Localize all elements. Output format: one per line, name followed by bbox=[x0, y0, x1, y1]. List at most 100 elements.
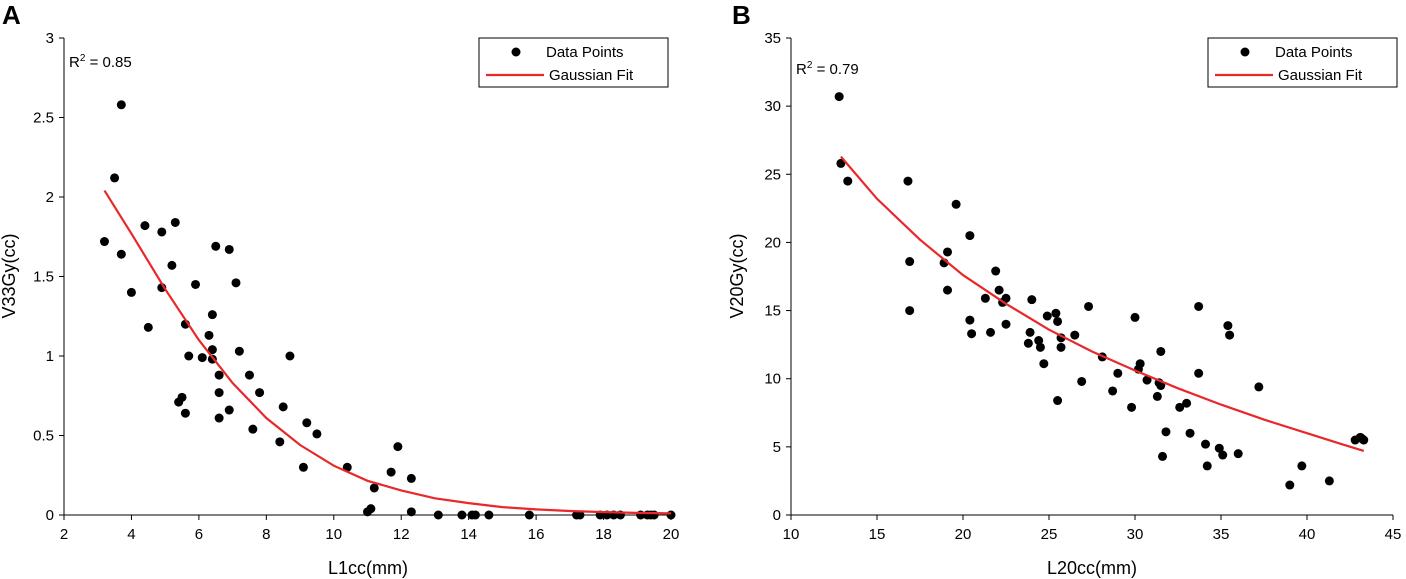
data-point bbox=[1035, 342, 1045, 352]
data-point bbox=[1158, 451, 1168, 461]
data-point bbox=[1001, 293, 1011, 303]
data-point bbox=[967, 329, 977, 339]
y-tick-label: 20 bbox=[764, 234, 781, 251]
y-tick-label: 3 bbox=[46, 30, 54, 47]
x-tick-label: 18 bbox=[595, 526, 612, 543]
x-tick-label: 6 bbox=[195, 526, 203, 543]
panel-a-label: A bbox=[2, 0, 21, 30]
panel-a-legend-point-marker bbox=[511, 47, 521, 57]
data-point bbox=[1077, 376, 1087, 386]
panel-a-axes bbox=[63, 38, 672, 516]
y-tick-label: 30 bbox=[764, 98, 781, 115]
x-tick-label: 8 bbox=[262, 526, 270, 543]
data-point bbox=[1053, 396, 1063, 406]
data-point bbox=[986, 327, 996, 337]
data-point bbox=[244, 370, 254, 380]
data-point bbox=[905, 306, 915, 316]
y-tick-label: 0 bbox=[46, 507, 54, 524]
data-point bbox=[484, 510, 494, 520]
data-point bbox=[965, 231, 975, 241]
data-point bbox=[116, 100, 126, 110]
data-point bbox=[1359, 435, 1369, 445]
data-point bbox=[99, 237, 109, 247]
panel-b-axes bbox=[790, 38, 1393, 516]
panel-a-r-squared: R2 = 0.85 bbox=[69, 53, 132, 71]
data-point bbox=[1156, 346, 1166, 356]
x-tick-label: 25 bbox=[1041, 526, 1058, 543]
data-point bbox=[255, 388, 265, 398]
panel-b-label: B bbox=[732, 0, 751, 30]
data-point bbox=[211, 241, 221, 251]
data-point bbox=[1001, 319, 1011, 329]
data-point bbox=[980, 293, 990, 303]
data-point bbox=[1297, 461, 1307, 471]
y-tick-label: 0.5 bbox=[33, 428, 54, 445]
x-tick-label: 16 bbox=[528, 526, 545, 543]
data-point bbox=[951, 199, 961, 209]
data-point bbox=[302, 418, 312, 428]
x-tick-label: 45 bbox=[1385, 526, 1402, 543]
data-point bbox=[214, 370, 224, 380]
data-point bbox=[167, 260, 177, 270]
y-tick-label: 2.5 bbox=[33, 110, 54, 127]
data-point bbox=[836, 158, 846, 168]
x-tick-label: 14 bbox=[460, 526, 477, 543]
data-point bbox=[278, 402, 288, 412]
data-point bbox=[1201, 439, 1211, 449]
data-point bbox=[312, 429, 322, 439]
data-point bbox=[116, 249, 126, 259]
data-point bbox=[231, 278, 241, 288]
panel-a-legend-box bbox=[478, 37, 669, 88]
data-point bbox=[224, 405, 234, 415]
x-tick-label: 40 bbox=[1299, 526, 1316, 543]
data-point bbox=[457, 510, 467, 520]
data-point bbox=[386, 467, 396, 477]
data-point bbox=[1127, 402, 1137, 412]
data-point bbox=[1185, 428, 1195, 438]
data-point bbox=[834, 92, 844, 102]
data-point bbox=[1025, 327, 1035, 337]
data-point bbox=[991, 266, 1001, 276]
data-point bbox=[1108, 386, 1118, 396]
x-tick-label: 2 bbox=[60, 526, 68, 543]
data-point bbox=[1023, 338, 1033, 348]
panel-b-legend-point-marker bbox=[1240, 47, 1250, 57]
data-point bbox=[943, 285, 953, 295]
data-point bbox=[1194, 301, 1204, 311]
data-point bbox=[1113, 368, 1123, 378]
data-point bbox=[214, 413, 224, 423]
data-point bbox=[366, 504, 376, 514]
panel-b-legend-points-label: Data Points bbox=[1275, 44, 1353, 61]
data-point bbox=[1223, 321, 1233, 331]
data-point bbox=[126, 287, 136, 297]
data-point bbox=[470, 510, 480, 520]
x-tick-label: 12 bbox=[393, 526, 410, 543]
data-point bbox=[214, 388, 224, 398]
x-tick-label: 4 bbox=[127, 526, 135, 543]
data-point bbox=[943, 247, 953, 257]
data-point bbox=[298, 462, 308, 472]
data-point bbox=[1175, 402, 1185, 412]
data-point bbox=[1225, 330, 1235, 340]
data-point bbox=[1182, 398, 1192, 408]
panel-a: A 2 4 6 8 10 12 14 16 18 20 0 0.5 1 1.5 2 2.5 3 L1cc(mm)… bbox=[0, 0, 679, 578]
data-point bbox=[207, 345, 217, 355]
data-point bbox=[1027, 295, 1037, 305]
x-tick-label: 30 bbox=[1127, 526, 1144, 543]
data-point bbox=[369, 483, 379, 493]
data-point bbox=[1254, 382, 1264, 392]
data-point bbox=[157, 227, 167, 237]
data-point bbox=[1218, 450, 1228, 460]
panel-b-y-label: V20Gy(cc) bbox=[727, 233, 747, 318]
data-point bbox=[1142, 375, 1152, 385]
panel-b: B 10 15 20 25 30 35 40 45 0 5 10 15 20 25 30 35 L20cc(m… bbox=[727, 0, 1401, 578]
y-tick-label: 10 bbox=[764, 371, 781, 388]
panel-a-legend-fit-label: Gaussian Fit bbox=[549, 67, 634, 84]
data-point bbox=[184, 351, 194, 361]
data-point bbox=[177, 392, 187, 402]
x-tick-label: 15 bbox=[869, 526, 886, 543]
data-point bbox=[110, 173, 120, 183]
data-point bbox=[248, 424, 258, 434]
data-point bbox=[207, 310, 217, 320]
data-point bbox=[1161, 427, 1171, 437]
